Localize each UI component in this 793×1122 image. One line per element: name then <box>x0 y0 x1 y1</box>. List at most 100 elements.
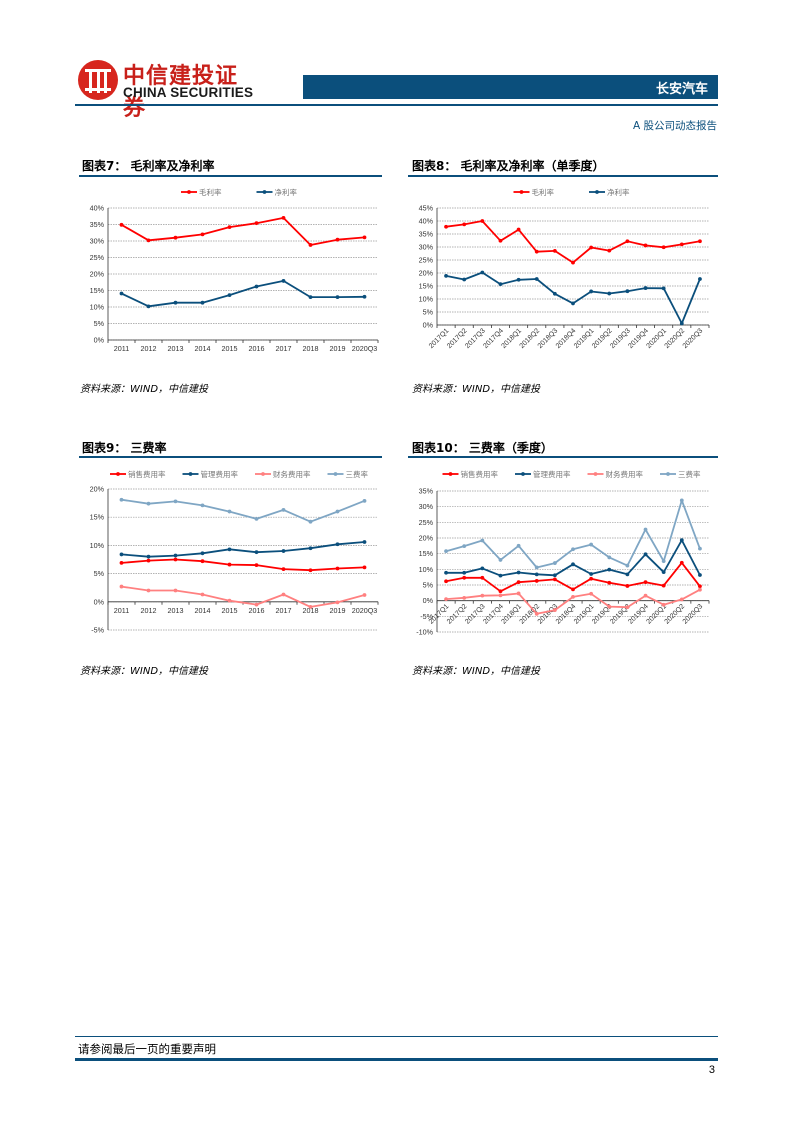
data-point <box>200 503 205 508</box>
data-point <box>516 570 521 575</box>
y-tick-label: 20% <box>90 485 105 494</box>
data-point <box>281 549 286 553</box>
x-tick-label: 2016 <box>249 344 265 353</box>
series-line <box>445 561 701 593</box>
data-point <box>516 543 521 548</box>
data-point <box>498 238 503 243</box>
data-point <box>146 558 151 563</box>
data-point <box>227 225 232 230</box>
data-point <box>462 544 467 549</box>
y-tick-label: 40% <box>419 217 434 226</box>
legend-label: 毛利率 <box>532 187 555 197</box>
data-point <box>516 580 521 585</box>
data-point <box>362 235 367 240</box>
data-point <box>607 248 612 253</box>
data-point <box>552 608 557 612</box>
data-point <box>173 557 178 562</box>
data-point <box>643 580 648 585</box>
data-point <box>173 553 178 558</box>
data-point <box>362 593 367 597</box>
data-point <box>444 570 448 575</box>
data-point <box>698 587 702 592</box>
data-point <box>335 542 340 547</box>
company-logo: 中信建投证券 CHINA SECURITIES <box>78 60 258 121</box>
data-point <box>589 245 594 250</box>
data-point <box>335 566 340 571</box>
data-point <box>625 239 630 244</box>
data-point <box>589 289 594 294</box>
legend-label: 净利率 <box>607 187 630 197</box>
figure-8-rule <box>408 175 718 177</box>
y-tick-label: 15% <box>419 549 434 558</box>
footer-divider-top <box>75 1036 718 1037</box>
data-point <box>679 560 684 565</box>
data-point <box>661 570 666 575</box>
y-tick-label: 0% <box>423 596 434 605</box>
data-point <box>534 611 539 616</box>
data-point <box>643 527 648 532</box>
data-point <box>552 573 557 578</box>
data-point <box>534 277 539 281</box>
data-point <box>462 570 467 575</box>
x-tick-label: 2019 <box>330 606 346 615</box>
data-point <box>173 235 178 240</box>
data-point <box>643 552 648 557</box>
x-tick-label: 2016 <box>249 606 265 615</box>
data-point <box>516 227 521 232</box>
data-point <box>571 587 575 592</box>
data-point <box>462 277 467 282</box>
series-line <box>121 585 365 608</box>
data-point <box>200 592 205 597</box>
legend-label: 管理费用率 <box>201 469 239 479</box>
data-point <box>119 291 124 296</box>
data-point <box>498 593 503 598</box>
figure-10-source: 资料来源：WIND，中信建投 <box>412 666 541 677</box>
data-point <box>661 286 666 291</box>
x-tick-label: 2020Q3 <box>352 344 378 353</box>
series-line <box>121 541 365 558</box>
data-point <box>146 588 151 593</box>
y-tick-label: -5% <box>91 626 104 635</box>
data-point <box>498 573 503 578</box>
y-tick-label: 20% <box>419 534 434 543</box>
data-point <box>254 516 259 521</box>
data-point <box>480 219 485 223</box>
data-point <box>119 222 124 227</box>
data-point <box>335 509 340 514</box>
data-point <box>335 600 340 605</box>
data-point <box>480 566 485 571</box>
y-tick-label: 0% <box>423 321 434 330</box>
data-point <box>146 238 151 243</box>
logo-chinese-text: 中信建投证券 <box>123 64 239 121</box>
x-tick-label: 2018 <box>303 344 319 353</box>
y-tick-label: 30% <box>90 237 105 246</box>
y-tick-label: 15% <box>90 286 105 295</box>
y-tick-label: 40% <box>90 204 105 213</box>
company-banner: 长安汽车 <box>303 75 718 99</box>
data-point <box>698 239 702 244</box>
data-point <box>571 301 575 306</box>
data-point <box>661 602 666 607</box>
figure-8-source: 资料来源：WIND，中信建投 <box>412 384 541 395</box>
data-point <box>308 295 313 299</box>
data-point <box>625 572 630 577</box>
series-line <box>445 271 701 325</box>
data-point <box>146 554 151 559</box>
data-point <box>254 284 259 289</box>
x-tick-label: 2011 <box>114 606 129 615</box>
data-point <box>516 277 521 282</box>
data-point <box>625 289 630 294</box>
data-point <box>308 568 313 573</box>
figure-7-rule <box>79 175 382 177</box>
legend-label: 管理费用率 <box>533 469 571 479</box>
data-point <box>362 540 367 544</box>
data-point <box>625 563 630 568</box>
data-point <box>200 551 205 556</box>
data-point <box>308 604 313 609</box>
data-point <box>643 243 648 248</box>
x-tick-label: 2013 <box>168 606 184 615</box>
data-point <box>534 572 539 577</box>
x-tick-label: 2012 <box>141 344 157 353</box>
data-point <box>607 604 612 609</box>
data-point <box>200 559 205 564</box>
